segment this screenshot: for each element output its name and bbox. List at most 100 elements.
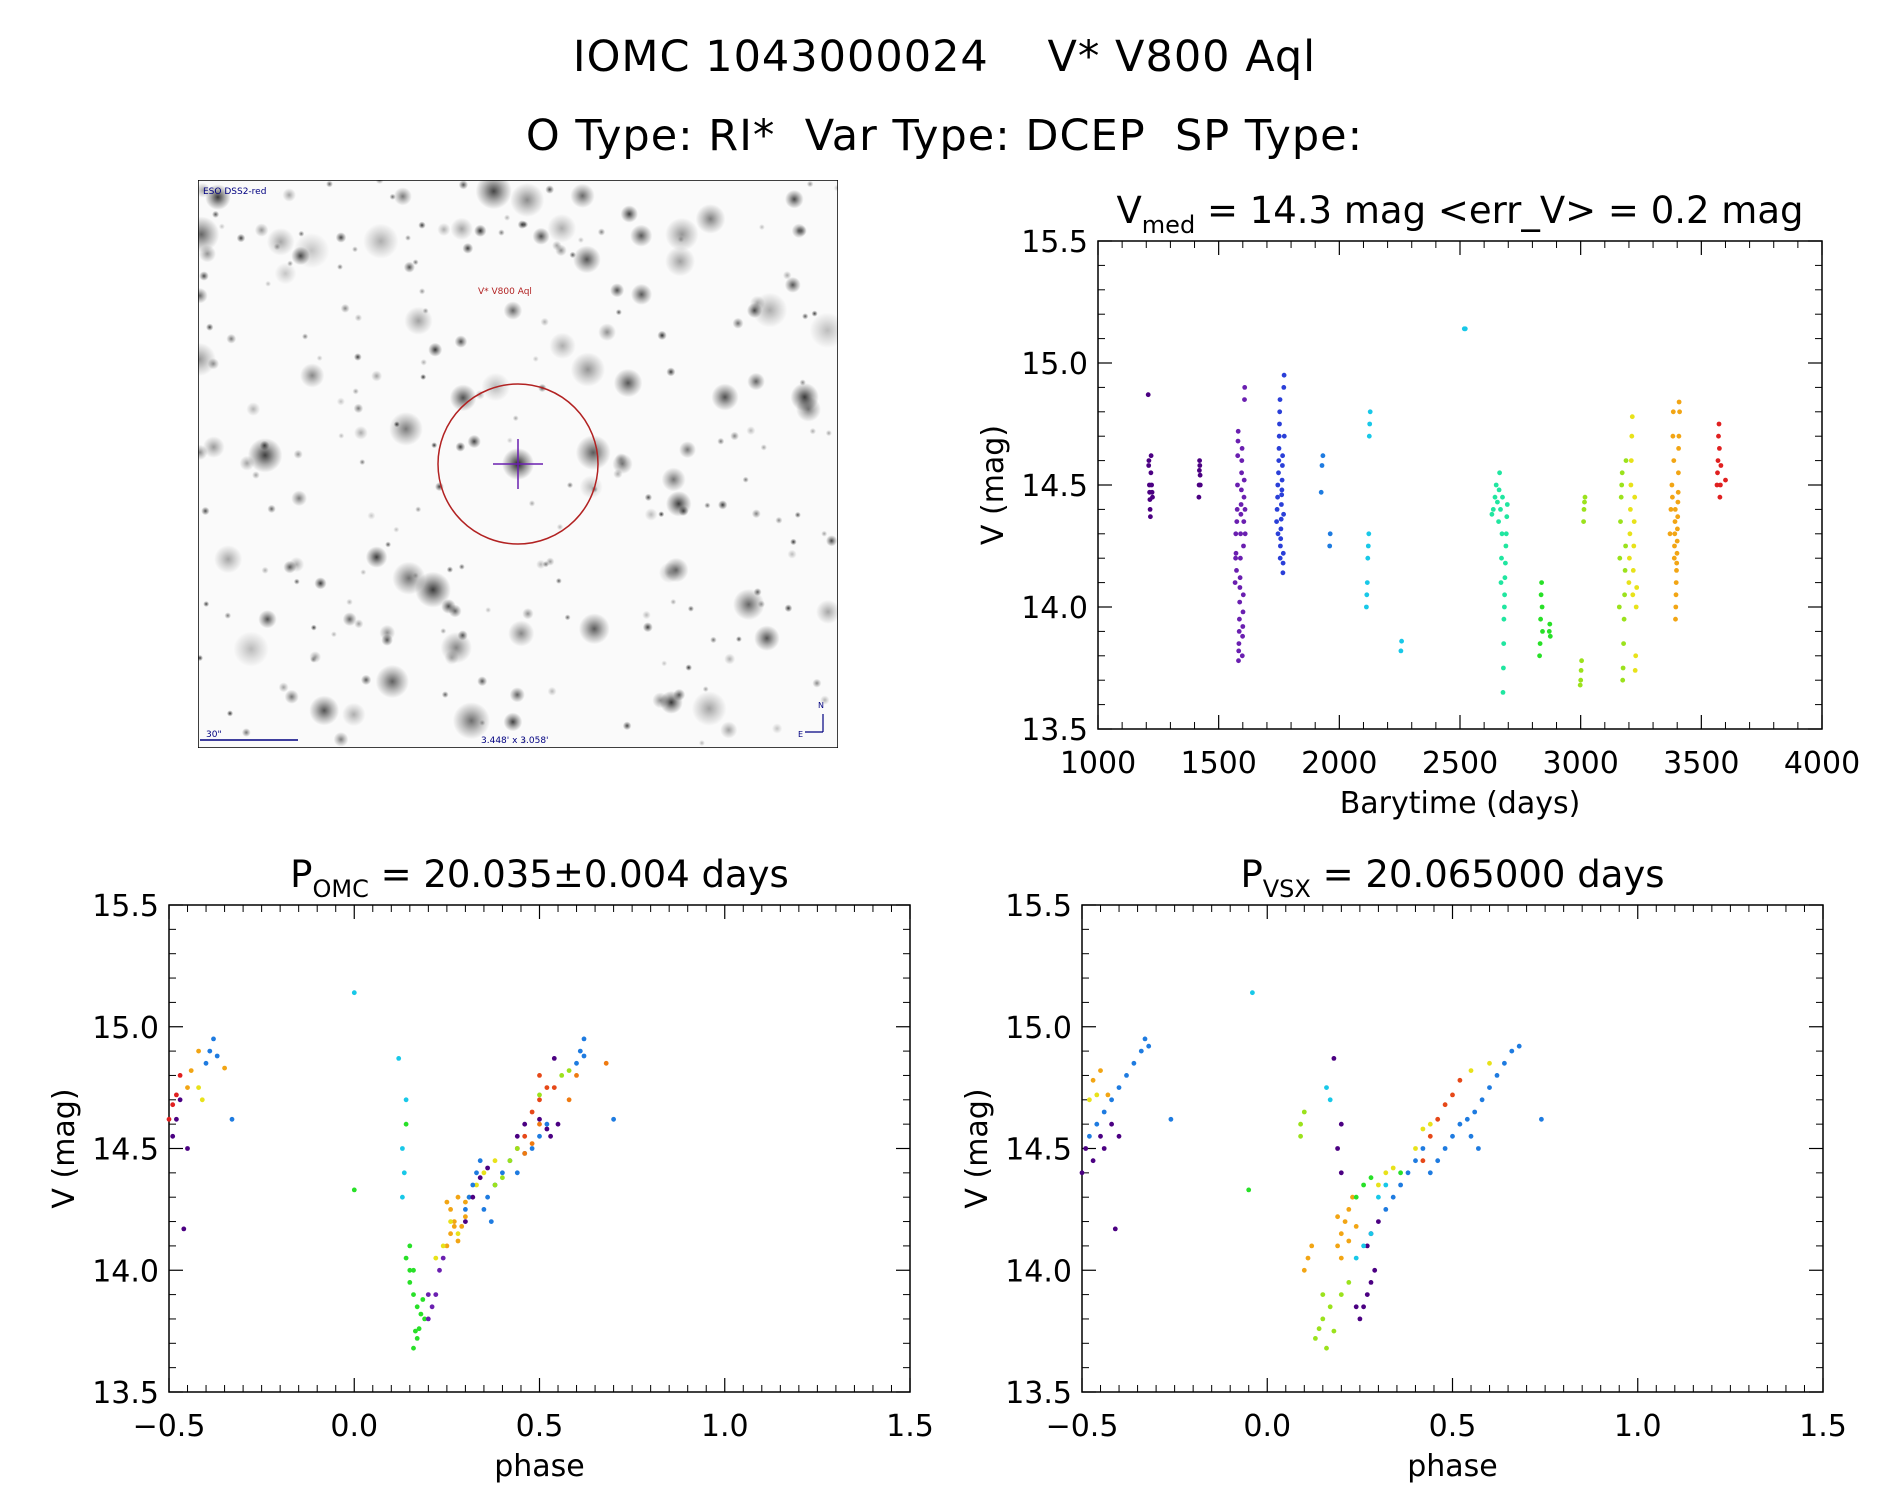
data-point — [455, 1238, 461, 1244]
data-point — [544, 1085, 550, 1090]
data-point — [1502, 592, 1507, 598]
data-point — [1240, 592, 1246, 598]
field-star — [717, 437, 725, 445]
data-point — [1718, 463, 1724, 468]
data-point — [1499, 555, 1504, 561]
data-point — [1457, 1077, 1463, 1083]
data-point — [1676, 433, 1682, 439]
field-star — [335, 232, 347, 243]
data-point — [1281, 385, 1287, 390]
data-point — [440, 1243, 446, 1249]
field-star — [812, 678, 822, 688]
data-point — [537, 1121, 542, 1127]
data-point — [411, 1345, 416, 1351]
x-tick-label: −0.5 — [1046, 1409, 1119, 1444]
field-star — [458, 180, 469, 190]
field-star — [536, 559, 546, 570]
field-star — [330, 631, 337, 638]
data-point — [1676, 399, 1682, 405]
data-point — [451, 1219, 457, 1224]
data-point — [1305, 1255, 1311, 1261]
data-point — [1327, 543, 1333, 549]
field-star — [287, 260, 294, 267]
y-tick-label: 14.5 — [92, 1133, 159, 1168]
data-point — [1494, 1073, 1500, 1078]
field-star — [233, 631, 269, 667]
data-point — [474, 1170, 479, 1176]
data-point — [413, 1328, 418, 1334]
data-point — [559, 1073, 565, 1078]
data-point — [407, 1280, 413, 1285]
data-point — [229, 1116, 235, 1122]
data-point — [1087, 1097, 1092, 1103]
data-point — [514, 1133, 520, 1139]
field-star — [352, 246, 358, 253]
title-rest: = 14.3 mag <err_V> = 0.2 mag — [1195, 189, 1803, 232]
data-point — [1623, 458, 1629, 463]
data-point — [1276, 458, 1282, 463]
data-point — [1420, 1146, 1426, 1151]
data-point — [1353, 1194, 1359, 1200]
x-tick-label: −0.5 — [133, 1409, 206, 1444]
data-point — [1476, 1146, 1481, 1151]
data-point — [1146, 463, 1152, 468]
data-point — [199, 1097, 205, 1103]
field-star — [226, 333, 237, 344]
data-point — [1239, 487, 1244, 493]
data-point — [1723, 477, 1728, 483]
data-point — [1277, 397, 1283, 402]
data-point — [1366, 531, 1372, 537]
field-star — [199, 271, 209, 281]
data-point — [1281, 433, 1287, 439]
data-point — [1280, 550, 1286, 556]
data-point — [474, 1182, 479, 1188]
field-star — [309, 695, 340, 726]
data-point — [1331, 1056, 1337, 1061]
data-point — [1623, 543, 1628, 549]
field-star — [340, 303, 350, 313]
field-star — [198, 654, 203, 662]
data-point — [1672, 519, 1678, 524]
data-point — [1327, 1304, 1333, 1310]
field-star — [644, 493, 653, 502]
data-point — [422, 1316, 427, 1322]
data-point — [170, 1133, 176, 1139]
data-point — [1673, 580, 1679, 585]
field-star — [265, 280, 272, 287]
data-point — [1109, 1121, 1114, 1127]
field-star — [420, 359, 427, 366]
data-point — [1148, 453, 1154, 459]
chart-phase_vsx: −0.5 0.0 0.5 1.0 1.5 13.5 14.0 14.5 15.0 15.5 phas… — [960, 853, 1847, 1484]
data-point — [1241, 543, 1246, 549]
field-star — [440, 628, 447, 634]
data-point — [1240, 609, 1246, 615]
field-star — [508, 620, 535, 647]
data-point — [1320, 1316, 1326, 1322]
data-point — [1239, 470, 1244, 476]
data-point — [1234, 507, 1240, 512]
y-tick-label: 15.5 — [92, 889, 159, 924]
title-main: P — [290, 853, 312, 896]
data-point — [507, 1158, 513, 1164]
data-point — [1353, 1255, 1359, 1261]
title-rest: = 20.065000 days — [1311, 853, 1665, 896]
data-point — [1457, 1121, 1463, 1127]
data-point — [522, 1121, 528, 1127]
data-point — [1083, 1146, 1089, 1151]
field-star — [670, 598, 677, 605]
data-point — [1670, 494, 1675, 500]
data-point — [1241, 494, 1247, 500]
field-star — [274, 262, 297, 285]
field-star — [485, 607, 492, 613]
data-point — [1275, 482, 1281, 488]
data-point — [1238, 531, 1243, 537]
data-point — [1233, 531, 1239, 537]
field-star — [467, 434, 481, 449]
data-point — [1238, 502, 1244, 507]
field-star — [570, 183, 595, 208]
field-star — [363, 223, 399, 259]
field-star — [598, 323, 616, 342]
data-point — [1090, 1077, 1096, 1083]
data-point — [485, 1194, 490, 1200]
data-point — [1364, 592, 1370, 598]
